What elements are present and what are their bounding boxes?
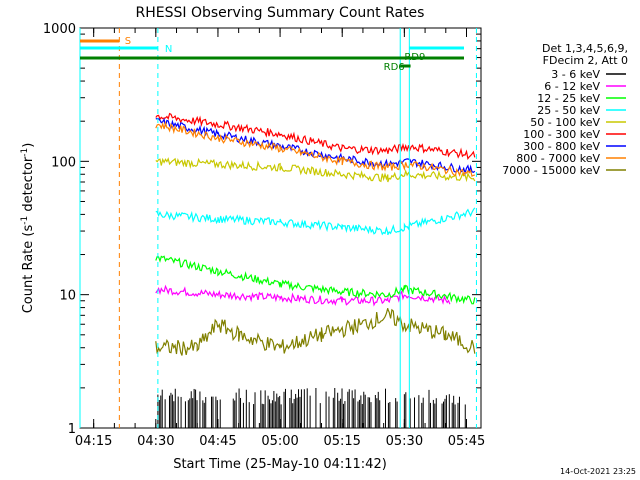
legend-header: FDecim 2, Att 0 bbox=[543, 54, 628, 67]
timestamp: 14-Oct-2021 23:25 bbox=[560, 467, 636, 476]
x-axis-label: Start Time (25-May-10 04:11:42) bbox=[173, 457, 387, 472]
plot-frame bbox=[79, 27, 482, 429]
y-tick-label: 100 bbox=[51, 155, 76, 170]
series-line bbox=[155, 157, 476, 183]
x-tick-label: 04:45 bbox=[199, 434, 236, 449]
y-axis-label: Count Rate (s-1 detector-1) bbox=[20, 143, 36, 314]
legend-label: 6 - 12 keV bbox=[544, 80, 600, 93]
legend-label: 300 - 800 keV bbox=[523, 140, 600, 153]
series-line bbox=[155, 117, 476, 176]
series-line bbox=[155, 112, 476, 161]
series-line bbox=[155, 255, 476, 305]
series-layer bbox=[155, 112, 476, 428]
y-tick-label: 1 bbox=[68, 422, 76, 437]
series-line bbox=[155, 284, 451, 307]
x-tick-label: 05:15 bbox=[323, 434, 360, 449]
flag-label: RD6 bbox=[384, 62, 405, 73]
series-line bbox=[155, 120, 475, 177]
flag-label: N bbox=[165, 44, 172, 55]
legend-label: 25 - 50 keV bbox=[537, 104, 600, 117]
y-tick-label: 1000 bbox=[43, 22, 76, 37]
y-axis: 1 10 100 1000 bbox=[43, 22, 481, 437]
legend-label: 50 - 100 keV bbox=[530, 116, 600, 129]
x-tick-label: 05:45 bbox=[448, 434, 485, 449]
x-axis: 04:15 04:30 04:45 05:00 05:15 05:30 05:45 bbox=[75, 28, 485, 449]
legend-label: 800 - 7000 keV bbox=[516, 152, 600, 165]
flag-label: S bbox=[125, 36, 131, 47]
chart-title: RHESSI Observing Summary Count Rates bbox=[136, 5, 425, 21]
legend-label: 12 - 25 keV bbox=[537, 92, 600, 105]
x-tick-label: 04:15 bbox=[75, 434, 112, 449]
legend: Det 1,3,4,5,6,9,FDecim 2, Att 03 - 6 keV… bbox=[502, 42, 628, 177]
legend-header: Det 1,3,4,5,6,9, bbox=[542, 42, 628, 55]
x-tick-label: 05:00 bbox=[261, 434, 298, 449]
y-tick-label: 10 bbox=[59, 289, 76, 304]
legend-label: 7000 - 15000 keV bbox=[502, 164, 600, 177]
legend-label: 3 - 6 keV bbox=[551, 68, 600, 81]
series-line bbox=[155, 307, 476, 356]
legend-label: 100 - 300 keV bbox=[523, 128, 600, 141]
flag-label: RD9 bbox=[404, 52, 425, 63]
series-line bbox=[155, 207, 476, 236]
x-tick-label: 04:30 bbox=[137, 434, 174, 449]
x-tick-label: 05:30 bbox=[386, 434, 423, 449]
